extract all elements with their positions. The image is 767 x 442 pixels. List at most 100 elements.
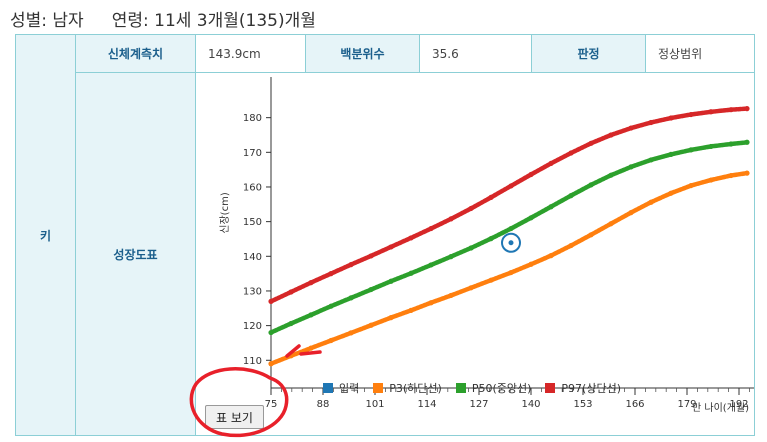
series-point	[488, 194, 494, 200]
x-tick-label: 166	[625, 399, 644, 410]
y-tick-label: 110	[243, 356, 262, 367]
series-point	[268, 361, 274, 367]
series-point	[708, 177, 714, 183]
chart-axes: 110 120 130 140 150 160 170 180 75 88 101 114 127 140…	[243, 77, 755, 410]
sex-colon: :	[41, 11, 53, 31]
y-axis-label: 신장(cm)	[219, 192, 231, 234]
series-point	[728, 141, 734, 147]
legend-swatch-p97	[545, 383, 556, 393]
series-point	[628, 164, 634, 170]
series-point	[328, 271, 334, 277]
chart-marks	[268, 106, 750, 367]
series-point	[688, 147, 694, 153]
series-point	[608, 221, 614, 227]
series-point	[428, 300, 434, 306]
series-point	[744, 139, 750, 145]
series-point	[388, 315, 394, 321]
x-tick-label: 75	[265, 399, 278, 410]
x-tick-label: 179	[677, 399, 696, 410]
legend-swatch-p3	[373, 383, 384, 393]
series-point	[668, 115, 674, 121]
series-point	[328, 303, 334, 309]
x-tick-label: 140	[521, 399, 540, 410]
y-tick-label: 150	[243, 217, 262, 228]
series-point	[288, 353, 294, 359]
judgement-value: 정상범위	[646, 35, 754, 73]
series-point	[744, 106, 750, 112]
series-point	[568, 150, 574, 156]
series-point	[468, 245, 474, 251]
series-point	[588, 232, 594, 238]
series-point	[308, 280, 314, 286]
series-point	[308, 312, 314, 318]
series-point	[508, 269, 514, 276]
series-point	[568, 242, 574, 249]
series-point	[368, 286, 374, 293]
series-point	[728, 172, 734, 179]
input-point-ring	[501, 232, 521, 253]
legend-swatch-input	[323, 383, 333, 393]
view-table-button[interactable]: 표 보기	[205, 405, 264, 429]
series-point	[408, 235, 414, 241]
series-point	[668, 190, 674, 196]
series-point	[268, 329, 274, 336]
series-point	[548, 204, 554, 210]
series-point	[668, 151, 674, 157]
series-point	[468, 205, 474, 212]
measure-label: 신체계측치	[76, 35, 196, 73]
series-point	[428, 225, 434, 232]
y-tick-label: 130	[243, 286, 262, 297]
row-key-height: 키	[16, 35, 76, 435]
series-point	[428, 262, 434, 268]
percentile-label: 백분위수	[306, 35, 420, 73]
series-point	[548, 253, 554, 259]
series-point	[528, 171, 534, 178]
series-point	[468, 285, 474, 291]
series-point	[744, 170, 750, 176]
series-point	[368, 322, 374, 328]
series-point	[548, 160, 554, 167]
x-tick-label: 101	[365, 399, 384, 410]
series-point	[348, 330, 354, 336]
series-point	[528, 215, 534, 221]
series-point	[448, 292, 454, 299]
series-point	[348, 295, 354, 301]
series-point	[408, 270, 414, 276]
series-point	[588, 140, 594, 146]
series-point	[348, 262, 354, 268]
series-point	[568, 193, 574, 199]
sex-value: 남자	[52, 11, 84, 31]
series-point	[288, 320, 294, 327]
series-point	[648, 199, 654, 205]
series-point	[588, 182, 594, 188]
series-point	[288, 289, 294, 295]
series-point	[528, 261, 534, 267]
series-point	[488, 236, 494, 242]
measurement-table: 키 신체계측치 143.9cm 백분위수 35.6 판정 정상범위 성장도표 1…	[15, 34, 755, 436]
series-point	[488, 277, 494, 283]
legend-item-p50: P50(중앙선)	[455, 380, 532, 396]
patient-info-header: 성별: 남자 연령: 11세 3개월(135)개월	[10, 6, 316, 31]
series-point	[648, 157, 654, 163]
growth-chart: 110 120 130 140 150 160 170 180 75 88 101 114 127 140…	[219, 77, 755, 414]
age-value: 11세 3개월(135)개월	[154, 11, 316, 31]
series-point	[408, 307, 414, 313]
series-point	[388, 278, 394, 284]
legend-label-p97: P97(상단선)	[561, 382, 621, 395]
legend-label-p50: P50(중앙선)	[471, 382, 532, 395]
series-point	[688, 182, 694, 189]
legend-label-p3: P3(하단선)	[389, 382, 442, 395]
y-tick-label: 140	[243, 252, 262, 263]
series-point	[608, 172, 614, 178]
legend-swatch-p50	[455, 383, 466, 393]
series-point	[688, 111, 694, 118]
series-point	[508, 183, 514, 189]
series-point	[628, 210, 634, 216]
age-label: 연령	[111, 11, 143, 31]
chart-lines	[268, 106, 750, 366]
series-point	[708, 109, 714, 115]
legend-item-p97: P97(상단선)	[545, 380, 621, 396]
legend-item-p3: P3(하단선)	[373, 380, 442, 396]
x-axis-label: 만 나이(개월)	[692, 402, 749, 414]
percentile-value: 35.6	[420, 35, 532, 73]
